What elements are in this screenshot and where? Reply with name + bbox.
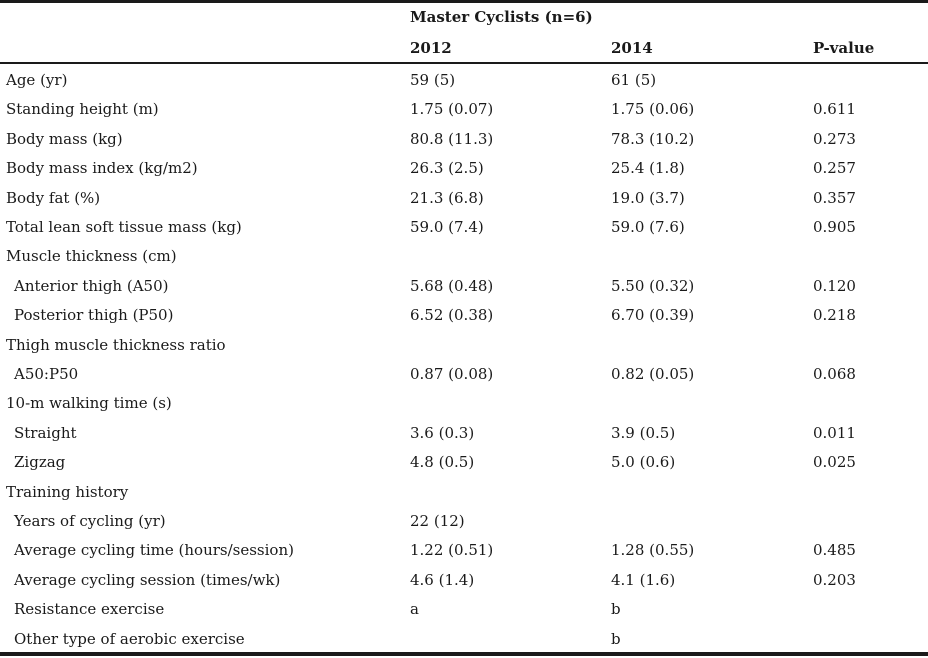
row-label: Standing height (m) [6, 100, 159, 119]
table-row: Years of cycling (yr) 22 (12) [0, 507, 928, 536]
cell-2014: 5.0 (0.6) [611, 453, 676, 472]
cell-p-value: 0.257 [813, 159, 856, 178]
cell-p-value: 0.485 [813, 541, 856, 560]
cell-2012: 1.22 (0.51) [410, 541, 494, 560]
cell-2012: 80.8 (11.3) [410, 129, 494, 148]
cell-2014: 61 (5) [611, 71, 657, 89]
cell-2014: 25.4 (1.8) [611, 159, 685, 178]
table-row: Average cycling time (hours/session) 1.22… [0, 536, 928, 565]
bottom-rule [0, 652, 928, 656]
cell-p-value: 0.273 [813, 129, 856, 148]
cell-2014: 59.0 (7.6) [611, 218, 685, 236]
cell-2012: 0.87 (0.08) [410, 365, 494, 383]
cell-2012: 59.0 (7.4) [410, 218, 484, 236]
cell-2014: 5.50 (0.32) [611, 276, 695, 295]
cell-p-value: 0.011 [813, 423, 856, 442]
table-row: Total lean soft tissue mass (kg) 59.0 (7.… [0, 213, 928, 242]
cell-p-value: 0.218 [813, 306, 856, 325]
table-row: 10-m walking time (s) [0, 389, 928, 418]
table-row: Body fat (%) 21.3 (6.8) 19.0 (3.7) 0.357 [0, 184, 928, 213]
table-row: Resistance exercise a b [0, 595, 928, 624]
cell-p-value: 0.905 [813, 218, 856, 236]
table-row: Zigzag 4.8 (0.5) 5.0 (0.6) 0.025 [0, 448, 928, 477]
table-row: Posterior thigh (P50) 6.52 (0.38) 6.70 (0.… [0, 301, 928, 330]
row-label: Average cycling time (hours/session) [14, 541, 294, 560]
cell-2012: 1.75 (0.07) [410, 100, 494, 119]
table-row: Straight 3.6 (0.3) 3.9 (0.5) 0.011 [0, 419, 928, 448]
row-label: Other type of aerobic exercise [14, 629, 245, 648]
table-row: Thigh muscle thickness ratio [0, 331, 928, 360]
cell-2012: 26.3 (2.5) [410, 159, 484, 178]
cell-2014: 6.70 (0.39) [611, 306, 695, 325]
cell-2014: 1.75 (0.06) [611, 100, 695, 119]
row-label: Body fat (%) [6, 188, 101, 207]
row-label: Straight [14, 423, 77, 442]
column-header-2014: 2014 [611, 39, 653, 57]
row-label: Muscle thickness (cm) [6, 247, 177, 266]
table-row: Average cycling session (times/wk) 4.6 (1… [0, 566, 928, 595]
row-label: Age (yr) [6, 71, 68, 89]
cell-p-value: 0.357 [813, 188, 856, 207]
cell-2014: b [611, 629, 621, 648]
row-label: Body mass index (kg/m2) [6, 159, 198, 178]
cell-2012: 4.6 (1.4) [410, 570, 475, 589]
table-row: Body mass (kg) 80.8 (11.3) 78.3 (10.2) 0.27… [0, 125, 928, 154]
table-row: Anterior thigh (A50) 5.68 (0.48) 5.50 (0.3… [0, 272, 928, 301]
group-header: Master Cyclists (n=6) [410, 8, 593, 26]
cell-2014: 3.9 (0.5) [611, 423, 676, 442]
top-rule [0, 0, 928, 3]
row-label: Posterior thigh (P50) [14, 306, 174, 325]
table-row: Age (yr) 59 (5) 61 (5) [0, 66, 928, 95]
row-label: Years of cycling (yr) [14, 512, 166, 530]
table-row: Standing height (m) 1.75 (0.07) 1.75 (0.06… [0, 95, 928, 124]
cell-p-value: 0.203 [813, 570, 856, 589]
cell-2014: 4.1 (1.6) [611, 570, 676, 589]
table-row: Body mass index (kg/m2) 26.3 (2.5) 25.4 (1… [0, 154, 928, 183]
cell-2014: 0.82 (0.05) [611, 365, 695, 383]
table-row: Muscle thickness (cm) [0, 242, 928, 271]
row-label: Average cycling session (times/wk) [14, 570, 281, 589]
header-rule [0, 62, 928, 64]
row-label: A50:P50 [14, 365, 79, 383]
row-label: Thigh muscle thickness ratio [6, 335, 226, 354]
table-row: Training history [0, 478, 928, 507]
cell-p-value: 0.025 [813, 453, 856, 472]
cell-2014: b [611, 600, 621, 619]
row-label: 10-m walking time (s) [6, 394, 172, 413]
column-header-p-value: P-value [813, 39, 875, 57]
row-label: Anterior thigh (A50) [14, 276, 169, 295]
cell-2012: 22 (12) [410, 512, 465, 530]
row-label: Resistance exercise [14, 600, 165, 619]
table-row: A50:P50 0.87 (0.08) 0.82 (0.05) 0.068 [0, 360, 928, 389]
cell-2012: 59 (5) [410, 71, 456, 89]
cell-2014: 1.28 (0.55) [611, 541, 695, 560]
cell-2012: a [410, 600, 419, 619]
column-header-2012: 2012 [410, 39, 452, 57]
cell-2012: 5.68 (0.48) [410, 276, 494, 295]
cell-2012: 4.8 (0.5) [410, 453, 475, 472]
cell-p-value: 0.068 [813, 365, 856, 383]
cell-2012: 6.52 (0.38) [410, 306, 494, 325]
table-row: Other type of aerobic exercise b [0, 625, 928, 654]
cell-p-value: 0.611 [813, 100, 856, 119]
cell-2012: 21.3 (6.8) [410, 188, 484, 207]
cell-p-value: 0.120 [813, 276, 856, 295]
cell-2014: 78.3 (10.2) [611, 129, 695, 148]
row-label: Zigzag [14, 453, 66, 472]
row-label: Body mass (kg) [6, 129, 123, 148]
cell-2014: 19.0 (3.7) [611, 188, 685, 207]
row-label: Training history [6, 482, 129, 501]
row-label: Total lean soft tissue mass (kg) [6, 218, 242, 236]
cell-2012: 3.6 (0.3) [410, 423, 475, 442]
